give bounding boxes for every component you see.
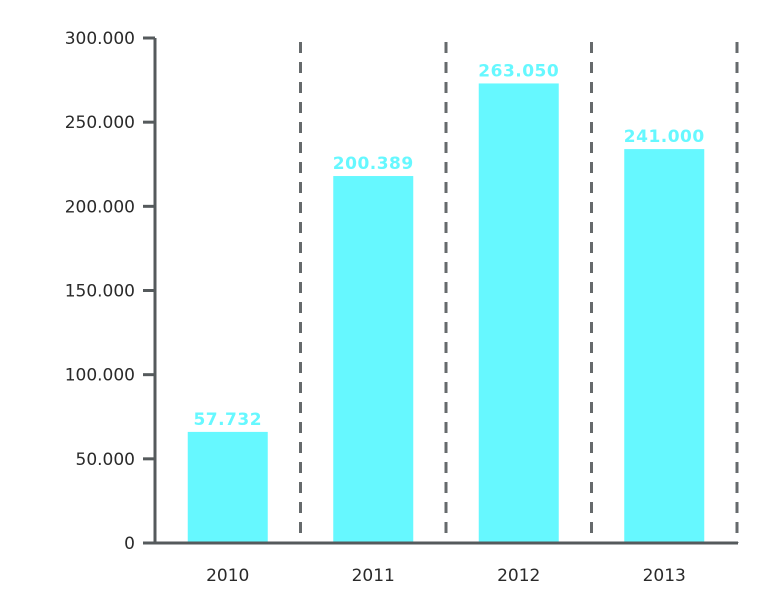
y-tick-label: 150.000 [65, 282, 135, 302]
y-tick-label: 250.000 [65, 113, 135, 133]
bar-2010 [187, 431, 268, 543]
x-category-label: 2011 [352, 566, 395, 586]
y-tick-label: 300.000 [65, 29, 135, 49]
y-tick-label: 50.000 [76, 450, 135, 470]
x-category-label: 2012 [497, 566, 540, 586]
y-tick-label: 0 [124, 534, 135, 554]
x-category-label: 2013 [643, 566, 686, 586]
data-label: 200.389 [333, 154, 414, 174]
x-category-label: 2010 [206, 566, 249, 586]
bar-2011 [333, 176, 414, 544]
data-label: 263.050 [478, 61, 559, 81]
data-label: 241.000 [624, 127, 705, 147]
y-tick-label: 200.000 [65, 197, 135, 217]
bar-2012 [478, 83, 559, 543]
y-tick-label: 100.000 [65, 366, 135, 386]
data-label: 57.732 [193, 410, 262, 430]
bar-2013 [624, 149, 705, 543]
